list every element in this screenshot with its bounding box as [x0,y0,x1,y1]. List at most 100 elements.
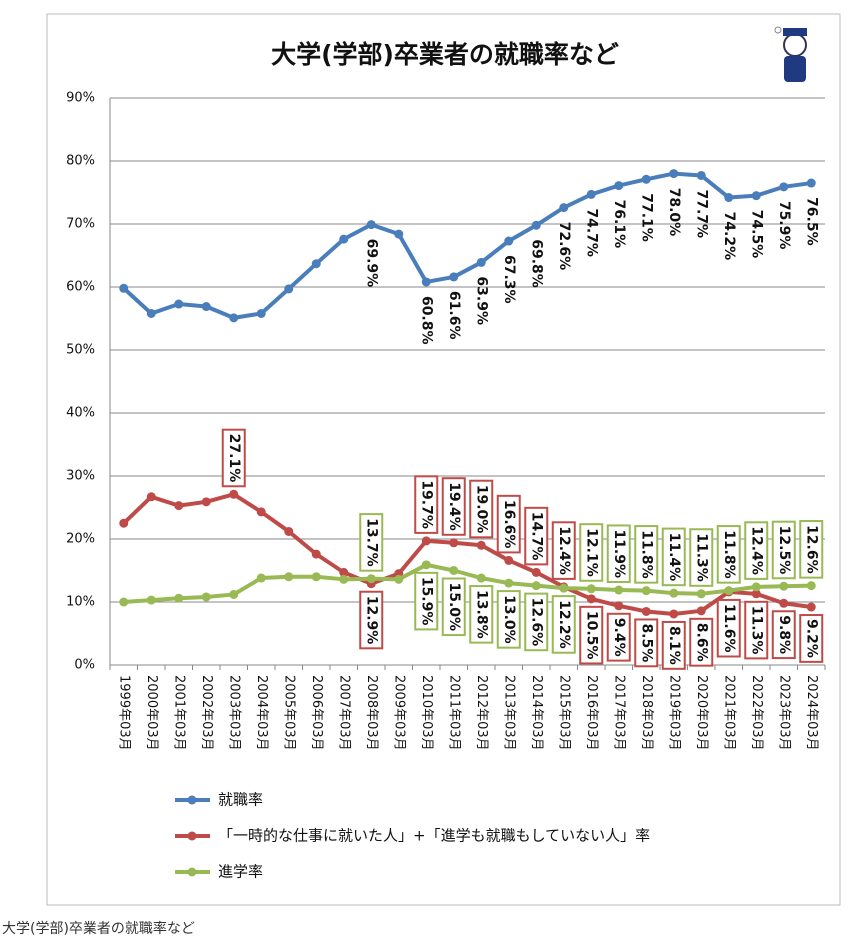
data-label-box [579,605,604,665]
data-label-box [579,523,604,582]
legend-marker [187,831,197,841]
point [779,182,789,192]
point [366,574,376,584]
point [449,566,459,575]
point [229,589,239,599]
x-tick-label: 2014年03月 [529,675,544,751]
chart: 大学(学部)卒業者の就職率など 0% 10% 20% 30% 40% 50% 60% 70% 8… [46,13,841,906]
point [146,492,156,502]
point [449,538,459,548]
series-line [122,171,812,320]
point [531,567,541,577]
x-tick-label: 2024年03月 [804,675,819,751]
point [146,308,156,318]
data-label: 15.0% [446,583,462,632]
x-tick-label: 2023年03月 [776,675,791,751]
data-label: 67.3% [501,255,517,304]
point [311,572,321,582]
data-label: 74.2% [721,212,737,261]
data-label: 13.7% [363,518,379,567]
x-tick-label: 2001年03月 [171,675,186,751]
data-label-box [221,428,246,488]
data-label: 8.5% [638,623,654,662]
data-label-box [744,600,769,660]
point [339,234,349,244]
legend-marker [187,795,197,805]
x-tick-label: 2005年03月 [281,675,296,751]
data-label-box [716,525,741,584]
data-label: 74.5% [748,210,764,259]
point [669,169,679,179]
data-label-box [496,590,521,649]
data-label-box [359,590,384,650]
x-tick-label: 2015年03月 [556,675,571,751]
point [476,257,486,267]
chart-title: 大学(学部)卒業者の就職率など [271,40,619,69]
series-line [123,562,812,604]
x-tick-label: 2000年03月 [144,675,159,751]
data-label-box [744,521,769,580]
page: 大学(学部)卒業者の就職率など 0% 10% 20% 30% 40% 50% 60% 70% 8… [2,13,841,937]
y-tick-label: 10% [66,595,95,610]
point [174,299,184,309]
data-label: 61.6% [446,291,462,340]
data-label: 13.8% [473,590,489,639]
data-label: 12.5% [776,526,792,575]
x-tick-label: 2013年03月 [501,675,516,751]
point [751,191,761,201]
data-label-box [799,614,824,663]
point [614,585,624,595]
data-label: 9.2% [803,619,819,658]
x-tick-label: 2008年03月 [364,675,379,751]
point [669,609,679,619]
data-label: 11.3% [748,606,764,655]
data-label: 69.9% [363,239,379,288]
series-line [122,492,812,616]
data-label: 13.0% [501,595,517,644]
legend-marker [187,867,197,877]
x-tick-label: 2011年03月 [446,675,461,751]
x-tick-label: 2012年03月 [474,675,489,751]
data-label: 63.9% [473,276,489,325]
point [531,220,541,230]
x-tick-label: 2016年03月 [584,675,599,751]
point [284,526,294,536]
point [201,497,211,507]
point [641,586,651,596]
data-label: 10.5% [583,611,599,660]
data-label-box [496,494,521,554]
point [311,259,321,269]
data-label: 9.8% [776,615,792,654]
x-tick-label: 2021年03月 [721,675,736,751]
data-label: 8.1% [666,626,682,665]
point [614,181,624,191]
data-label: 27.1% [226,434,242,483]
point [256,507,266,517]
y-tick-label: 0% [74,658,95,673]
data-label: 12.2% [556,600,572,649]
data-label: 8.6% [693,623,709,662]
data-label: 77.1% [638,193,654,242]
point [504,555,514,565]
x-tick-label: 2007年03月 [336,675,351,751]
point [476,573,486,583]
x-tick-label: 2019年03月 [666,675,681,751]
data-label-box [441,477,466,536]
point [284,284,294,294]
point [476,540,486,550]
data-label: 12.9% [363,596,379,645]
point [504,578,514,588]
point [256,308,266,318]
data-label: 78.0% [666,188,682,237]
data-label: 15.9% [418,577,434,626]
data-label: 76.5% [803,197,819,246]
point [641,174,651,184]
data-label-box [414,571,439,631]
point [669,588,679,598]
point [229,313,239,323]
data-label-box [524,506,549,566]
data-label: 12.4% [556,526,572,575]
data-label: 75.9% [776,201,792,250]
data-label: 9.4% [611,618,627,657]
data-label: 12.6% [528,598,544,647]
